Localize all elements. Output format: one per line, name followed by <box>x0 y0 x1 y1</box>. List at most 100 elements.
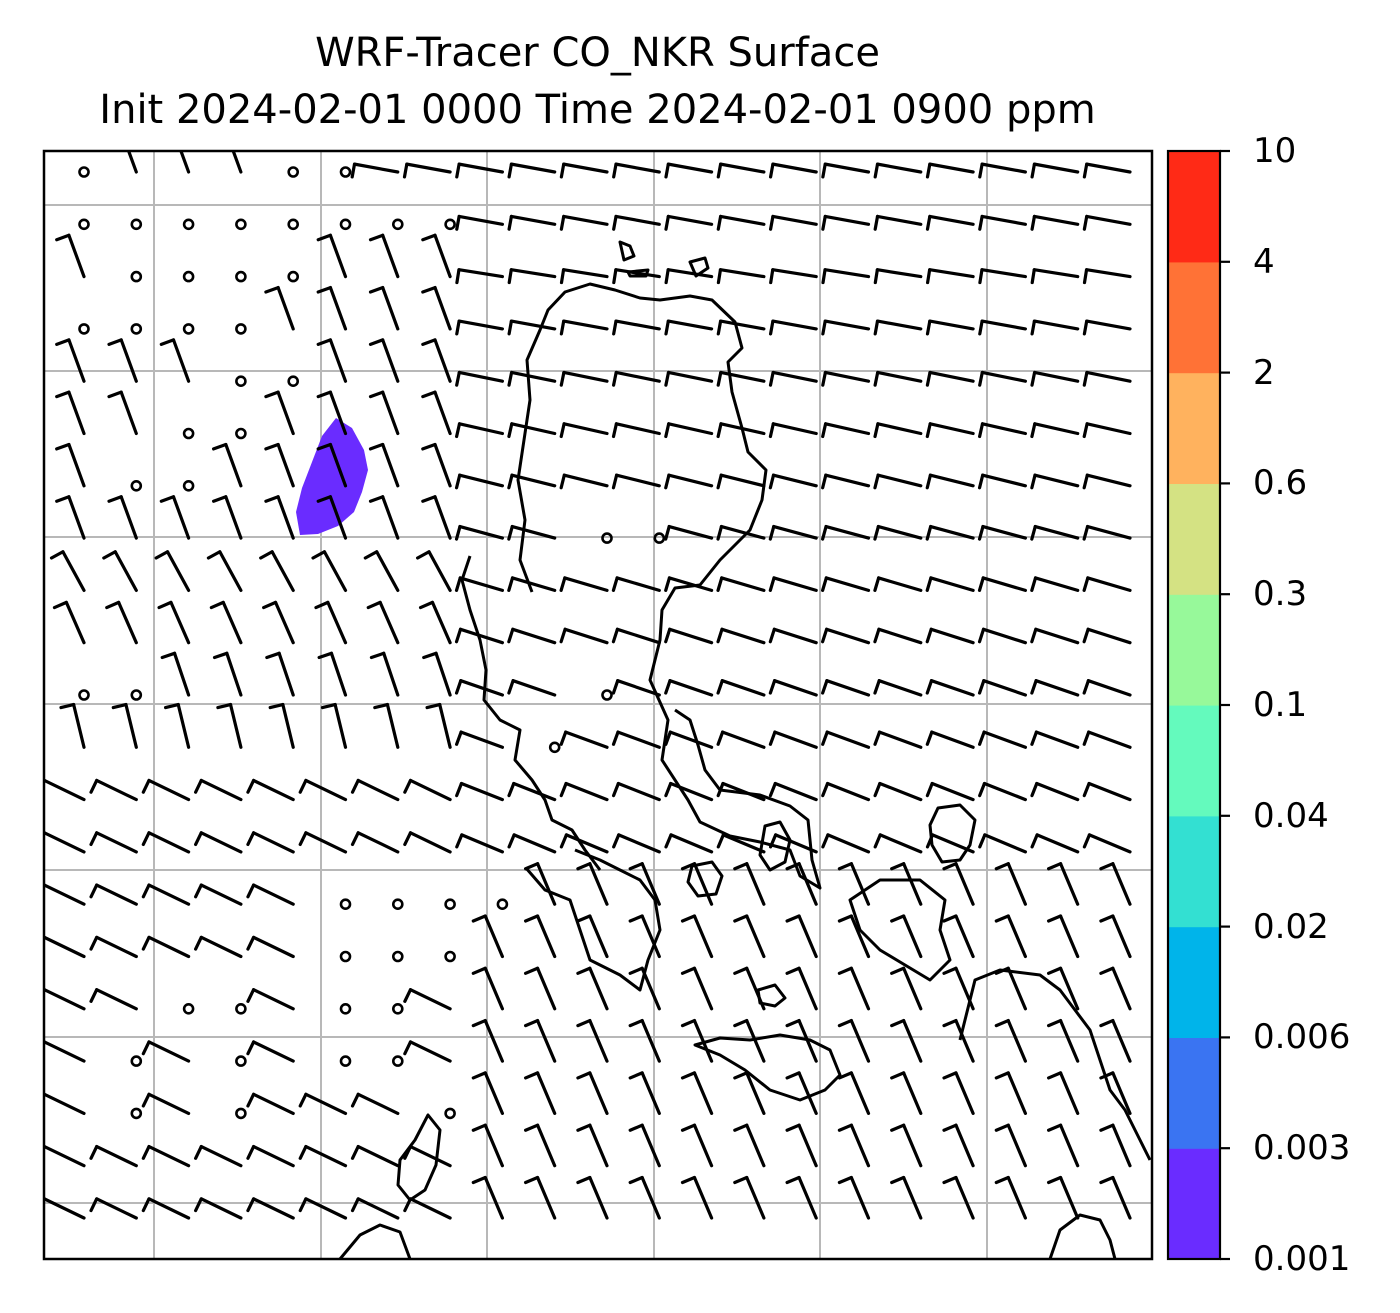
wind-barb <box>350 778 400 802</box>
wind-barb <box>52 600 86 645</box>
calm-wind-marker <box>130 1107 143 1120</box>
map-title-line-2: Init 2024-02-01 0000 Time 2024-02-01 090… <box>99 87 1096 133</box>
calm-wind-marker <box>182 323 195 335</box>
wind-barb <box>455 268 504 285</box>
wind-barb <box>559 422 609 439</box>
colorbar-tick-label: 2 <box>1253 352 1275 393</box>
wind-barb <box>246 1144 295 1168</box>
wind-barb <box>246 831 295 854</box>
wind-barb <box>1099 862 1132 906</box>
wind-barb <box>368 390 400 436</box>
wind-barb <box>507 524 557 541</box>
wind-barb <box>523 1175 557 1220</box>
wind-barb <box>368 442 400 488</box>
wind-barb <box>1030 162 1080 179</box>
wind-barb <box>978 268 1028 285</box>
wind-barb <box>628 1071 661 1116</box>
wind-barb <box>977 679 1028 697</box>
wind-barb <box>159 495 191 540</box>
wind-barb <box>1082 422 1132 439</box>
wind-barb <box>507 473 557 490</box>
wind-barb <box>559 576 609 593</box>
wind-barb <box>680 1071 714 1116</box>
wind-barb <box>1082 730 1132 749</box>
wind-barb <box>246 1040 295 1063</box>
wind-barb <box>368 495 400 540</box>
wind-barb <box>1099 1175 1132 1220</box>
wind-barb <box>873 576 923 593</box>
wind-barb <box>768 627 818 645</box>
wind-barb <box>1082 627 1132 645</box>
wind-barb <box>994 1071 1028 1116</box>
wind-barb <box>611 422 661 439</box>
wind-barb <box>873 319 923 336</box>
calm-wind-marker <box>339 166 352 178</box>
wind-barb <box>44 1144 86 1168</box>
wind-barb <box>716 473 766 490</box>
wind-barb <box>44 831 86 854</box>
wind-barb <box>821 679 871 697</box>
calm-wind-marker <box>130 270 143 283</box>
wind-barb <box>837 1071 871 1116</box>
wind-barb <box>141 883 191 906</box>
wind-barb <box>680 914 714 959</box>
wind-barb <box>1030 319 1080 336</box>
coastline-east-island <box>928 803 977 864</box>
colorbar-tick-label: 4 <box>1253 241 1275 282</box>
wind-barb <box>212 651 243 697</box>
wind-barb <box>821 214 871 231</box>
colorbar-tick-label: 0.3 <box>1253 574 1308 615</box>
calm-wind-marker <box>391 898 404 911</box>
wind-barb <box>1046 914 1080 959</box>
colorbar-tick-label: 0.1 <box>1253 685 1308 725</box>
wind-barb <box>612 214 661 231</box>
wind-barb <box>403 1197 452 1220</box>
wind-barb <box>873 679 923 697</box>
wind-barb <box>680 1123 714 1168</box>
wind-barb <box>942 1175 975 1220</box>
wind-barb <box>1030 268 1080 285</box>
wind-barb <box>1046 966 1080 1011</box>
wind-barb <box>873 524 923 541</box>
wind-barb <box>523 914 557 959</box>
wind-barb <box>716 524 766 541</box>
wind-barb <box>716 162 766 179</box>
wind-barb <box>1082 370 1132 387</box>
colorbar-tick-label: 10 <box>1253 131 1297 171</box>
wind-barb <box>925 524 975 541</box>
wind-barb <box>455 781 504 802</box>
wind-barb <box>246 935 295 959</box>
wind-barb <box>262 600 295 645</box>
calm-wind-marker <box>182 427 195 440</box>
wind-barb <box>1082 268 1132 285</box>
wind-barb <box>1030 679 1080 697</box>
wind-barb <box>1082 319 1132 336</box>
wind-barb <box>55 338 86 383</box>
wind-barb <box>716 422 766 439</box>
wind-barb <box>268 702 295 749</box>
wind-barb <box>994 1175 1028 1220</box>
wind-barb <box>664 214 714 231</box>
wind-barb <box>768 679 818 697</box>
coastline-small-island-a <box>686 860 724 898</box>
calm-wind-marker <box>130 323 143 335</box>
wind-barb <box>1046 1123 1080 1168</box>
wind-barb <box>507 268 557 285</box>
wind-barb <box>265 651 295 697</box>
calm-wind-marker <box>548 741 561 754</box>
wind-barb <box>664 162 714 179</box>
wind-barb <box>89 778 138 802</box>
wind-barb <box>368 338 400 383</box>
calm-wind-marker <box>339 950 352 963</box>
wind-barb <box>194 1197 243 1220</box>
wind-barb <box>821 576 871 593</box>
wind-barb <box>425 702 452 749</box>
wind-barb <box>559 319 609 336</box>
wind-barb <box>1082 214 1132 231</box>
wind-barb <box>111 702 138 749</box>
wind-barb <box>455 730 504 749</box>
coastline-northern-landmass <box>516 282 822 890</box>
wind-barb <box>559 214 609 231</box>
wind-barb <box>559 162 609 179</box>
